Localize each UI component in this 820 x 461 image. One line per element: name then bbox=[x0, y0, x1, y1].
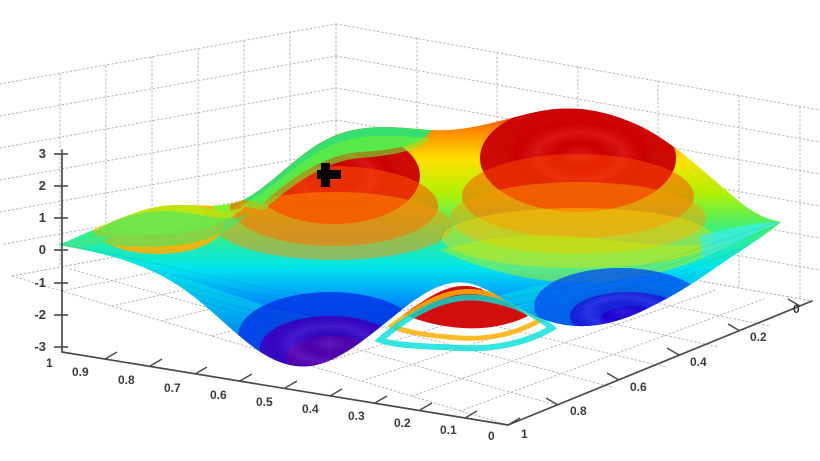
x-tick-label-0p1: 0.1 bbox=[440, 423, 457, 437]
x-tick-label-0p8: 0.8 bbox=[118, 373, 135, 387]
x-tick-label-0p4: 0.4 bbox=[302, 402, 319, 416]
z-tick-label-2: 2 bbox=[38, 178, 46, 193]
x-tick-label-0p6: 0.6 bbox=[210, 388, 227, 402]
y-axis-ticks bbox=[545, 298, 801, 406]
x-tick-label-0p7: 0.7 bbox=[164, 381, 181, 395]
peak-marker-plus bbox=[317, 163, 341, 187]
y-tick-label-0p2: 0.2 bbox=[750, 330, 767, 344]
z-tick-label-1: 1 bbox=[38, 210, 46, 225]
x-axis-ticks bbox=[104, 351, 521, 426]
z-tick-label-3: 3 bbox=[38, 146, 46, 161]
z-tick-label-neg1: -1 bbox=[34, 275, 46, 290]
subsurface-ridge bbox=[374, 285, 558, 352]
x-axis-line bbox=[61, 351, 509, 426]
y-tick-label-0p4: 0.4 bbox=[690, 355, 707, 369]
x-tick-label-0p3: 0.3 bbox=[348, 409, 365, 423]
x-tick-label-0p2: 0.2 bbox=[394, 416, 411, 430]
z-axis-ticks bbox=[54, 153, 68, 348]
y-tick-label-0: 0 bbox=[793, 302, 800, 316]
y-tick-label-0p8: 0.8 bbox=[570, 404, 587, 418]
z-tick-label-neg2: -2 bbox=[34, 307, 46, 322]
x-tick-label-1: 1 bbox=[46, 356, 53, 370]
x-tick-label-0p5: 0.5 bbox=[256, 395, 273, 409]
z-tick-label-neg3: -3 bbox=[34, 339, 46, 354]
y-tick-label-1: 1 bbox=[521, 427, 528, 441]
surface-mesh bbox=[58, 108, 781, 367]
x-tick-label-0p9: 0.9 bbox=[72, 365, 89, 379]
y-tick-label-0p6: 0.6 bbox=[630, 380, 647, 394]
y-axis-line bbox=[507, 300, 813, 426]
x-tick-label-0: 0 bbox=[488, 429, 495, 443]
z-tick-label-0: 0 bbox=[38, 242, 46, 257]
axis-lines bbox=[61, 149, 813, 426]
